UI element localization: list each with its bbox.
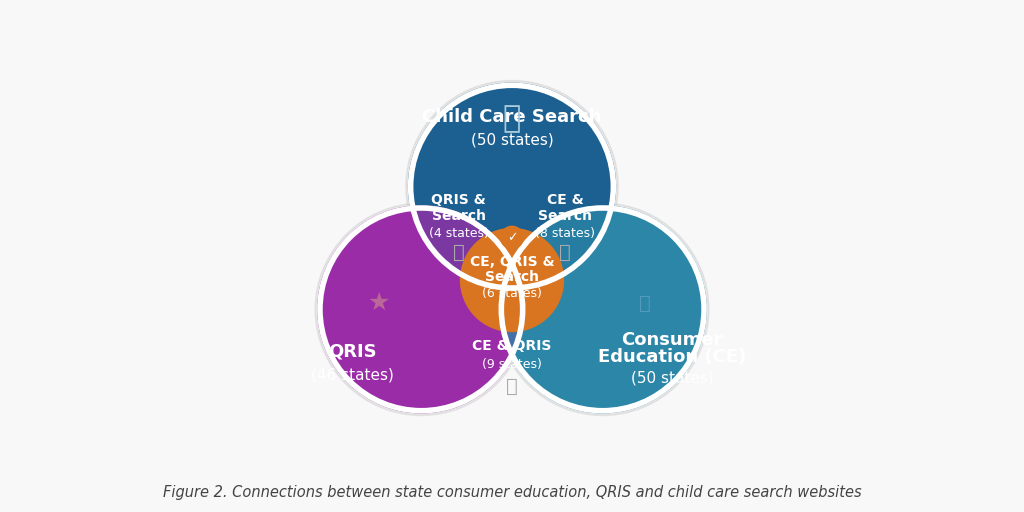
Text: ★: ★ bbox=[368, 291, 390, 315]
Text: QRIS &: QRIS & bbox=[431, 194, 486, 207]
Text: Search: Search bbox=[485, 270, 539, 284]
Text: ⛓: ⛓ bbox=[453, 243, 465, 262]
Circle shape bbox=[406, 80, 618, 293]
Circle shape bbox=[319, 208, 522, 411]
Text: ⛓: ⛓ bbox=[559, 243, 571, 262]
Text: Child Care Search: Child Care Search bbox=[422, 108, 602, 126]
Text: Search: Search bbox=[432, 208, 485, 223]
Text: (9 states): (9 states) bbox=[482, 358, 542, 371]
Circle shape bbox=[497, 203, 709, 416]
Circle shape bbox=[460, 228, 564, 332]
Text: CE, QRIS &: CE, QRIS & bbox=[470, 255, 554, 269]
Text: (46 states): (46 states) bbox=[310, 367, 393, 382]
Text: ⛓: ⛓ bbox=[506, 377, 518, 396]
Text: (4 states): (4 states) bbox=[429, 227, 488, 240]
Text: ⌕: ⌕ bbox=[503, 104, 521, 133]
Text: (50 states): (50 states) bbox=[471, 133, 553, 147]
Text: Figure 2. Connections between state consumer education, QRIS and child care sear: Figure 2. Connections between state cons… bbox=[163, 485, 861, 500]
Text: Search: Search bbox=[539, 208, 592, 223]
Text: (6 states): (6 states) bbox=[482, 287, 542, 300]
Text: ⬜: ⬜ bbox=[640, 294, 651, 313]
Circle shape bbox=[502, 208, 705, 411]
Text: CE &: CE & bbox=[547, 194, 584, 207]
Text: ✓: ✓ bbox=[507, 231, 517, 244]
Circle shape bbox=[501, 227, 523, 248]
Circle shape bbox=[502, 208, 705, 411]
Text: CE & QRIS: CE & QRIS bbox=[472, 339, 552, 353]
Circle shape bbox=[315, 203, 527, 416]
Text: (50 states): (50 states) bbox=[631, 370, 714, 386]
Circle shape bbox=[319, 208, 522, 411]
Text: Education (CE): Education (CE) bbox=[598, 348, 746, 366]
Circle shape bbox=[411, 86, 613, 288]
Text: (8 states): (8 states) bbox=[536, 227, 595, 240]
Circle shape bbox=[411, 86, 613, 288]
Text: Consumer: Consumer bbox=[622, 331, 723, 349]
Text: QRIS: QRIS bbox=[328, 343, 376, 361]
